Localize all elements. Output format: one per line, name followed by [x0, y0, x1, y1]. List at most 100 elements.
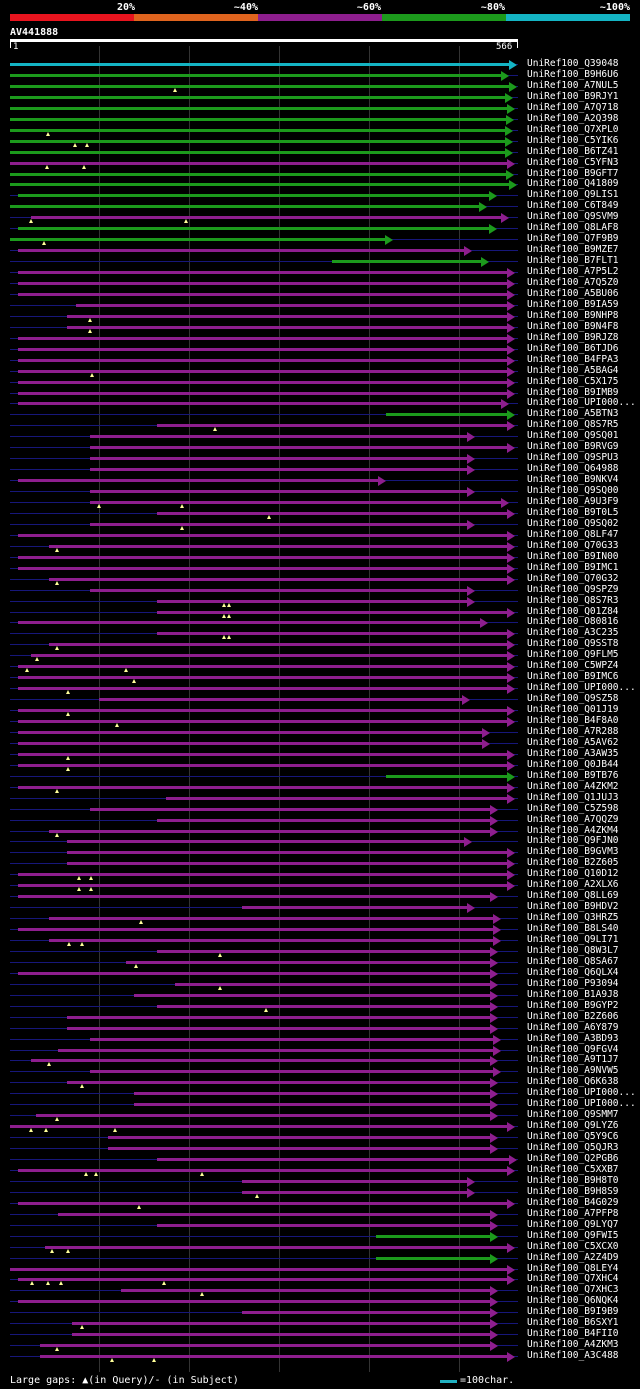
- hit-bar[interactable]: [18, 392, 509, 395]
- hit-bar[interactable]: [89, 1038, 494, 1041]
- hit-label[interactable]: UniRef100_Q01J19: [527, 704, 619, 715]
- hit-bar[interactable]: [67, 315, 509, 318]
- hit-label[interactable]: UniRef100_Q8W3L7: [527, 945, 619, 956]
- hit-bar[interactable]: [10, 63, 510, 66]
- hit-bar[interactable]: [18, 873, 509, 876]
- hit-label[interactable]: UniRef100_Q6QLX4: [527, 967, 619, 978]
- hit-bar[interactable]: [156, 611, 509, 614]
- hit-label[interactable]: UniRef100_Q9SZ58: [527, 693, 619, 704]
- hit-label[interactable]: UniRef100_B6TZ41: [527, 146, 619, 157]
- hit-label[interactable]: UniRef100_Q5Y9C6: [527, 1131, 619, 1142]
- hit-label[interactable]: UniRef100_B9RJZ8: [527, 332, 619, 343]
- hit-bar[interactable]: [18, 731, 484, 734]
- hit-bar[interactable]: [18, 742, 484, 745]
- hit-bar[interactable]: [18, 534, 509, 537]
- hit-bar[interactable]: [107, 1136, 492, 1139]
- hit-label[interactable]: UniRef100_Q9SMM7: [527, 1109, 619, 1120]
- hit-label[interactable]: UniRef100_UPI000...: [527, 682, 636, 693]
- hit-label[interactable]: UniRef100_A2XLX6: [527, 879, 619, 890]
- hit-label[interactable]: UniRef100_A7PFP8: [527, 1208, 619, 1219]
- hit-bar[interactable]: [156, 1224, 492, 1227]
- hit-bar[interactable]: [18, 764, 509, 767]
- hit-label[interactable]: UniRef100_A3AW35: [527, 748, 619, 759]
- hit-label[interactable]: UniRef100_B9H8T0: [527, 1175, 619, 1186]
- hit-bar[interactable]: [67, 326, 509, 329]
- hit-label[interactable]: UniRef100_B4FII0: [527, 1328, 619, 1339]
- hit-bar[interactable]: [49, 545, 509, 548]
- hit-label[interactable]: UniRef100_Q9SQ02: [527, 518, 619, 529]
- hit-label[interactable]: UniRef100_B9I9B9: [527, 1306, 619, 1317]
- hit-label[interactable]: UniRef100_Q9FJN0: [527, 835, 619, 846]
- hit-bar[interactable]: [89, 1070, 494, 1073]
- hit-label[interactable]: UniRef100_Q10D12: [527, 868, 619, 879]
- hit-label[interactable]: UniRef100_A2Z4D9: [527, 1252, 619, 1263]
- hit-bar[interactable]: [49, 830, 492, 833]
- hit-bar[interactable]: [331, 260, 483, 263]
- hit-bar[interactable]: [40, 1355, 509, 1358]
- hit-label[interactable]: UniRef100_A5BAG4: [527, 365, 619, 376]
- hit-bar[interactable]: [10, 183, 510, 186]
- hit-bar[interactable]: [31, 654, 509, 657]
- hit-bar[interactable]: [71, 1322, 492, 1325]
- hit-label[interactable]: UniRef100_C5YIK6: [527, 135, 619, 146]
- hit-label[interactable]: UniRef100_Q9SPZ9: [527, 584, 619, 595]
- hit-label[interactable]: UniRef100_A7P5L2: [527, 266, 619, 277]
- hit-bar[interactable]: [156, 600, 468, 603]
- hit-label[interactable]: UniRef100_B9NKV4: [527, 474, 619, 485]
- hit-label[interactable]: UniRef100_Q9SQ00: [527, 485, 619, 496]
- hit-bar[interactable]: [18, 402, 502, 405]
- hit-bar[interactable]: [18, 720, 509, 723]
- hit-label[interactable]: UniRef100_A7QQZ9: [527, 814, 619, 825]
- hit-label[interactable]: UniRef100_Q8SA67: [527, 956, 619, 967]
- hit-bar[interactable]: [10, 1125, 509, 1128]
- hit-bar[interactable]: [18, 282, 509, 285]
- hit-label[interactable]: UniRef100_Q3HRZ5: [527, 912, 619, 923]
- hit-label[interactable]: UniRef100_A3BD93: [527, 1033, 619, 1044]
- hit-bar[interactable]: [10, 238, 386, 241]
- hit-label[interactable]: UniRef100_B4FPA3: [527, 354, 619, 365]
- hit-bar[interactable]: [89, 457, 468, 460]
- hit-label[interactable]: UniRef100_B9IN00: [527, 551, 619, 562]
- hit-label[interactable]: UniRef100_UPI000...: [527, 1098, 636, 1109]
- hit-bar[interactable]: [156, 1005, 492, 1008]
- hit-label[interactable]: UniRef100_Q7XHC3: [527, 1284, 619, 1295]
- hit-label[interactable]: UniRef100_B4G029: [527, 1197, 619, 1208]
- hit-label[interactable]: UniRef100_B9N4F8: [527, 321, 619, 332]
- hit-label[interactable]: UniRef100_B9MZE7: [527, 244, 619, 255]
- hit-bar[interactable]: [98, 698, 463, 701]
- hit-bar[interactable]: [18, 293, 509, 296]
- hit-label[interactable]: UniRef100_Q01Z84: [527, 606, 619, 617]
- hit-bar[interactable]: [67, 862, 509, 865]
- hit-label[interactable]: UniRef100_B9TB76: [527, 770, 619, 781]
- hit-bar[interactable]: [156, 950, 492, 953]
- hit-label[interactable]: UniRef100_C5XCX0: [527, 1241, 619, 1252]
- hit-label[interactable]: UniRef100_Q39048: [527, 58, 619, 69]
- hit-label[interactable]: UniRef100_B9RVG9: [527, 441, 619, 452]
- hit-bar[interactable]: [67, 1081, 492, 1084]
- hit-bar[interactable]: [31, 1059, 492, 1062]
- hit-bar[interactable]: [49, 939, 494, 942]
- hit-label[interactable]: UniRef100_B9IMB9: [527, 387, 619, 398]
- hit-bar[interactable]: [67, 1016, 492, 1019]
- hit-bar[interactable]: [18, 753, 509, 756]
- hit-label[interactable]: UniRef100_Q9LIS1: [527, 189, 619, 200]
- hit-bar[interactable]: [10, 129, 507, 132]
- hit-label[interactable]: UniRef100_Q8S7R3: [527, 595, 619, 606]
- hit-bar[interactable]: [18, 1278, 509, 1281]
- hit-bar[interactable]: [18, 567, 509, 570]
- hit-bar[interactable]: [10, 118, 508, 121]
- hit-label[interactable]: UniRef100_A6Y879: [527, 1022, 619, 1033]
- hit-label[interactable]: UniRef100_UPI000...: [527, 397, 636, 408]
- hit-label[interactable]: UniRef100_B9IMC1: [527, 562, 619, 573]
- hit-bar[interactable]: [89, 490, 468, 493]
- hit-label[interactable]: UniRef100_O80816: [527, 616, 619, 627]
- hit-label[interactable]: UniRef100_B9H8S9: [527, 1186, 619, 1197]
- hit-label[interactable]: UniRef100_C5Z598: [527, 803, 619, 814]
- hit-label[interactable]: UniRef100_Q7XPL0: [527, 124, 619, 135]
- hit-bar[interactable]: [156, 632, 509, 635]
- hit-label[interactable]: UniRef100_A2Q398: [527, 113, 619, 124]
- hit-label[interactable]: UniRef100_B8LS40: [527, 923, 619, 934]
- hit-label[interactable]: UniRef100_Q9SPU3: [527, 452, 619, 463]
- hit-bar[interactable]: [18, 687, 509, 690]
- hit-label[interactable]: UniRef100_Q64988: [527, 463, 619, 474]
